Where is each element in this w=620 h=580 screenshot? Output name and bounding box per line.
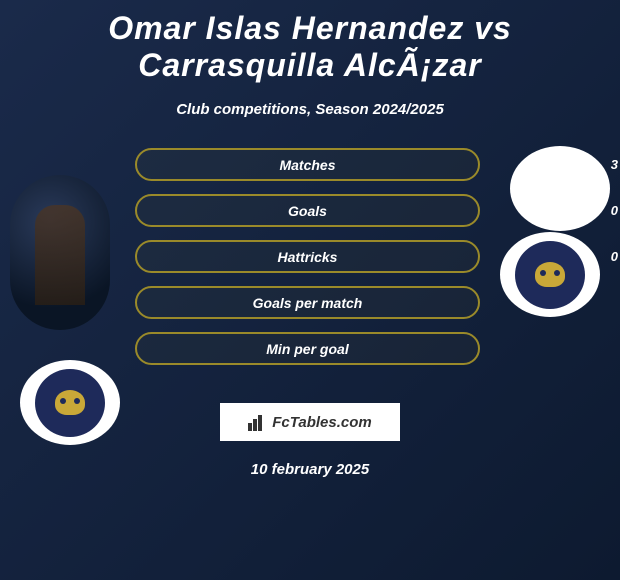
footer-brand-text: FcTables.com: [272, 414, 371, 431]
stat-row-goals-per-match: Goals per match: [135, 286, 480, 319]
comparison-title: Omar Islas Hernandez vs Carrasquilla Alc…: [0, 0, 620, 89]
comparison-date: 10 february 2025: [0, 461, 620, 478]
stat-label: Min per goal: [266, 341, 348, 357]
player-badge-right-top: [510, 146, 610, 231]
puma-icon: [50, 388, 90, 418]
stat-row-matches: Matches 3: [135, 148, 480, 181]
team-logo-icon: [515, 241, 585, 309]
stat-value-right: 0: [611, 249, 618, 264]
player-photo-left: [10, 175, 110, 330]
stat-row-goals: Goals 0: [135, 194, 480, 227]
player-silhouette-icon: [35, 205, 85, 305]
stat-label: Goals: [288, 203, 327, 219]
stat-row-min-per-goal: Min per goal: [135, 332, 480, 365]
stat-row-hattricks: Hattricks 0: [135, 240, 480, 273]
footer-brand-box: FcTables.com: [220, 403, 400, 441]
stat-label: Goals per match: [253, 295, 363, 311]
season-subtitle: Club competitions, Season 2024/2025: [0, 101, 620, 118]
team-badge-right: [500, 232, 600, 317]
puma-icon: [530, 260, 570, 290]
stats-container: Matches 3 Goals 0 Hattricks 0 Goals per …: [135, 143, 485, 365]
team-badge-left: [20, 360, 120, 445]
stat-value-right: 0: [611, 203, 618, 218]
team-logo-icon: [35, 369, 105, 437]
stat-label: Hattricks: [278, 249, 338, 265]
stat-label: Matches: [279, 157, 335, 173]
bar-chart-icon: [248, 413, 266, 431]
stat-value-right: 3: [611, 157, 618, 172]
